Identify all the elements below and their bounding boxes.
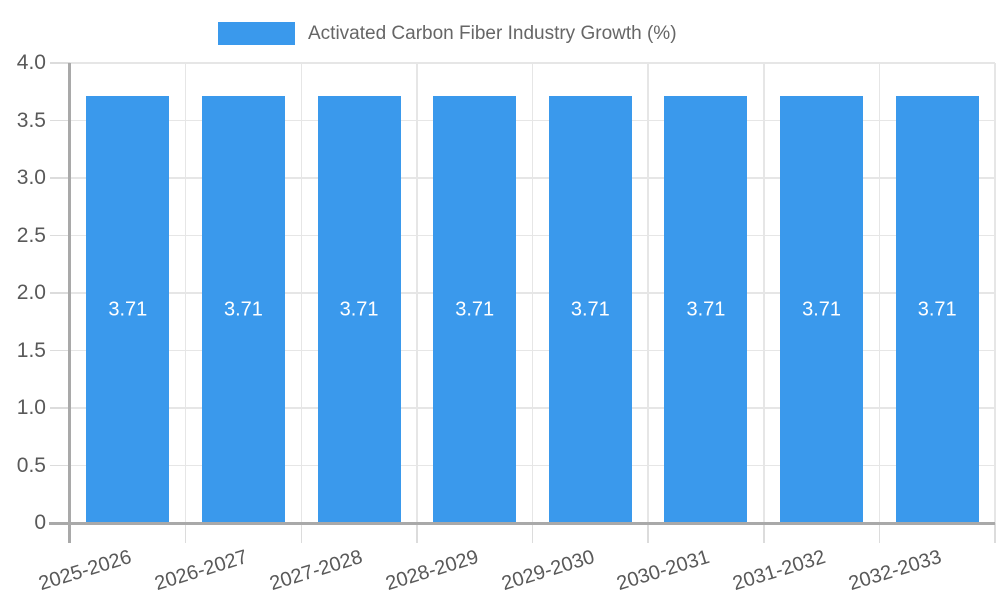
x-tick-mark (416, 523, 418, 543)
y-axis-tick-label: 0 (34, 511, 46, 534)
bar-value-label: 3.71 (570, 298, 610, 321)
bar-value-label: 3.71 (223, 298, 263, 321)
x-axis-tick-label: 2028-2029 (383, 546, 482, 596)
x-gridline (531, 63, 534, 523)
x-axis-tick-label: 2030-2031 (614, 546, 713, 596)
x-gridline (878, 63, 881, 523)
y-axis-line (68, 63, 71, 543)
x-tick-mark (531, 523, 534, 543)
x-tick-mark (994, 523, 996, 543)
x-tick-mark (763, 523, 765, 543)
x-axis-tick-label: 2032-2033 (845, 546, 944, 596)
bar[interactable] (664, 96, 748, 523)
y-tick-mark (50, 292, 70, 294)
bar-value-label: 3.71 (108, 298, 148, 321)
y-axis-tick-label: 1.5 (16, 338, 46, 362)
x-axis-line (49, 522, 995, 525)
x-gridline (994, 63, 996, 523)
bar[interactable] (433, 96, 517, 523)
x-axis-tick-label: 2026-2027 (151, 546, 250, 596)
y-tick-mark (50, 177, 70, 179)
x-gridline (184, 63, 187, 523)
legend-swatch-icon (218, 22, 295, 45)
x-tick-mark (647, 523, 649, 543)
legend[interactable]: Activated Carbon Fiber Industry Growth (… (218, 22, 677, 45)
bar[interactable] (201, 96, 285, 523)
bar[interactable] (895, 96, 979, 523)
x-axis-tick-label: 2025-2026 (36, 546, 135, 596)
bar[interactable] (317, 96, 401, 523)
x-gridline (300, 63, 302, 523)
x-axis-tick-label: 2027-2028 (267, 546, 366, 596)
y-axis-tick-label: 4.0 (16, 51, 46, 74)
y-axis-tick-label: 3.0 (16, 166, 46, 189)
bar-value-label: 3.71 (686, 298, 726, 321)
y-tick-mark (50, 407, 70, 409)
y-tick-mark (50, 349, 70, 352)
y-tick-mark (50, 62, 70, 64)
x-tick-mark (184, 523, 187, 543)
y-axis-tick-label: 2.5 (16, 223, 46, 247)
bar-value-label: 3.71 (802, 298, 842, 321)
y-axis-tick-label: 2.0 (16, 281, 46, 304)
y-axis-tick-label: 0.5 (16, 453, 46, 477)
x-axis-tick-label: 2031-2032 (730, 546, 828, 596)
bar[interactable] (548, 96, 632, 523)
bar-value-label: 3.71 (455, 298, 495, 321)
plot-area: 3.71 3.71 3.71 3.71 3.71 3.71 3.71 3.71 (70, 62, 996, 523)
y-tick-mark (50, 119, 70, 122)
x-axis-tick-label: 2029-2030 (498, 546, 597, 596)
x-gridline (763, 63, 765, 523)
x-tick-mark (300, 523, 302, 543)
x-gridline (416, 63, 418, 523)
y-axis-tick-label: 1.0 (16, 396, 46, 419)
bar-value-label: 3.71 (339, 298, 379, 321)
bar[interactable] (86, 96, 170, 523)
bar-value-label: 3.71 (917, 298, 957, 321)
x-gridline (647, 63, 649, 523)
y-tick-mark (50, 464, 70, 467)
x-tick-mark (878, 523, 881, 543)
y-axis-tick-label: 3.5 (16, 108, 46, 132)
legend-label: Activated Carbon Fiber Industry Growth (… (308, 23, 677, 44)
bar[interactable] (780, 96, 864, 523)
y-tick-mark (50, 234, 70, 237)
